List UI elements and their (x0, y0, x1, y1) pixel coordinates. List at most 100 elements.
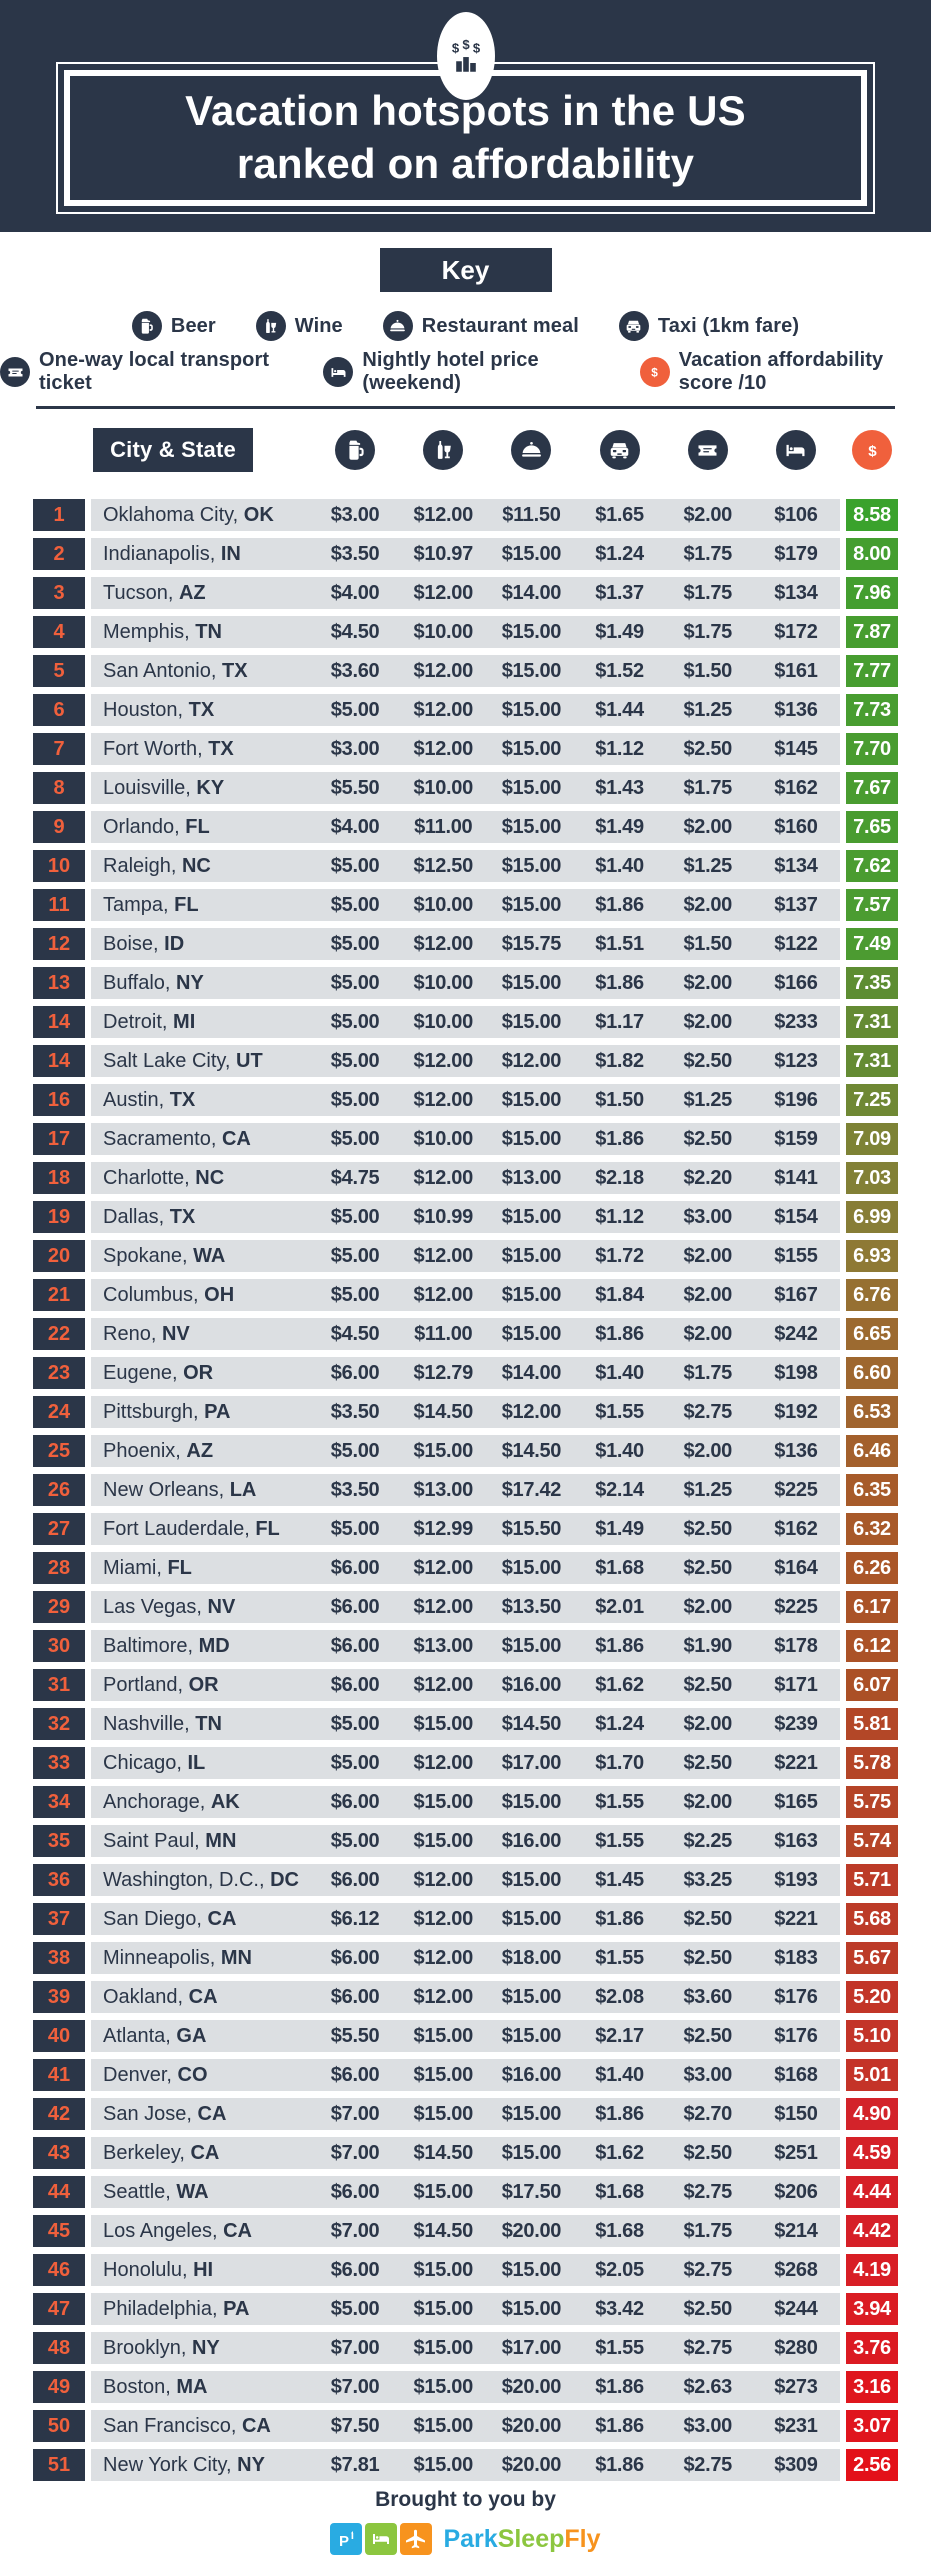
score-badge: 6.99 (846, 1201, 898, 1233)
state-abbrev: FL (174, 893, 199, 916)
table-row: 6 Houston, TX $5.00 $12.00 $15.00 $1.44 $1.25 $… (33, 694, 898, 726)
row-stripe: San Diego, CA $6.12 $12.00 $15.00 $1.86 $2.50… (91, 1903, 840, 1935)
city-label: Spokane, WA (91, 1245, 311, 1268)
taxi-icon (599, 430, 640, 470)
price-ticket: $1.25 (683, 1478, 733, 1501)
state-abbrev: ID (164, 932, 185, 955)
row-stripe: New York City, NY $7.81 $15.00 $20.00 $1.86 $… (91, 2449, 840, 2481)
table-row: 30 Baltimore, MD $6.00 $13.00 $15.00 $1.86 $1.… (33, 1630, 898, 1662)
rank-badge: 27 (33, 1513, 85, 1545)
price-wine: $12.00 (413, 737, 474, 760)
price-taxi: $1.86 (595, 893, 644, 916)
city-name: Minneapolis, (103, 1946, 216, 1969)
score-badge: 4.59 (846, 2137, 898, 2169)
rank-badge: 2 (33, 538, 85, 570)
price-hotel: $154 (774, 1205, 818, 1228)
row-stripe: Orlando, FL $4.00 $11.00 $15.00 $1.49 $2.00 $1… (91, 811, 840, 843)
row-stripe: Saint Paul, MN $5.00 $15.00 $16.00 $1.55 $2.2… (91, 1825, 840, 1857)
rank-badge: 39 (33, 1981, 85, 2013)
rank-badge: 1 (33, 499, 85, 531)
score-badge: 6.17 (846, 1591, 898, 1623)
rank-badge: 48 (33, 2332, 85, 2364)
price-beer: $7.00 (330, 2375, 380, 2398)
rank-badge: 20 (33, 1240, 85, 1272)
price-taxi: $1.86 (595, 1127, 644, 1150)
state-abbrev: GA (176, 2024, 207, 2047)
city-name: Tucson, (103, 581, 174, 604)
ticket-icon (0, 357, 30, 387)
price-hotel: $167 (774, 1283, 818, 1306)
price-taxi: $1.86 (595, 2453, 644, 2476)
legend-item: $ Vacation affordability score /10 (639, 349, 931, 395)
score-badge: 7.35 (846, 967, 898, 999)
city-name: Dallas, (103, 1205, 165, 1228)
price-hotel: $161 (774, 659, 818, 682)
table-row: 12 Boise, ID $5.00 $12.00 $15.75 $1.51 $1.50 $1… (33, 928, 898, 960)
table-row: 51 New York City, NY $7.81 $15.00 $20.00 $1.8… (33, 2449, 898, 2481)
price-hotel: $280 (774, 2336, 818, 2359)
price-ticket: $1.75 (683, 776, 733, 799)
score-badge: 5.68 (846, 1903, 898, 1935)
price-meal: $15.00 (501, 659, 562, 682)
svg-text:$: $ (652, 365, 659, 379)
city-label: Denver, CO (91, 2064, 311, 2087)
rank-badge: 12 (33, 928, 85, 960)
table-row: 21 Columbus, OH $5.00 $12.00 $15.00 $1.84 $2.0… (33, 1279, 898, 1311)
price-wine: $12.99 (413, 1517, 474, 1540)
price-taxi: $1.70 (595, 1751, 644, 1774)
price-taxi: $1.55 (595, 1400, 644, 1423)
city-label: Boston, MA (91, 2376, 311, 2399)
price-beer: $3.60 (330, 659, 380, 682)
price-meal: $15.00 (501, 1088, 562, 1111)
state-abbrev: AK (210, 1790, 240, 1813)
brand-fly: Fly (564, 2524, 601, 2553)
price-hotel: $239 (774, 1712, 818, 1735)
row-stripe: Austin, TX $5.00 $12.00 $15.00 $1.50 $1.25 $19… (91, 1084, 840, 1116)
row-stripe: Nashville, TN $5.00 $15.00 $14.50 $1.24 $2.00… (91, 1708, 840, 1740)
price-taxi: $1.62 (595, 1673, 644, 1696)
price-beer: $3.50 (330, 542, 380, 565)
state-abbrev: KY (196, 776, 225, 799)
city-name: Oakland, (103, 1985, 184, 2008)
price-hotel: $198 (774, 1361, 818, 1384)
city-label: Los Angeles, CA (91, 2220, 311, 2243)
city-name: Orlando, (103, 815, 180, 838)
price-ticket: $2.25 (683, 1829, 733, 1852)
rank-badge: 13 (33, 967, 85, 999)
row-stripe: Miami, FL $6.00 $12.00 $15.00 $1.68 $2.50 $164 (91, 1552, 840, 1584)
city-name: Raleigh, (103, 854, 177, 877)
price-beer: $5.00 (330, 1829, 380, 1852)
city-name: Indianapolis, (103, 542, 216, 565)
price-beer: $6.00 (330, 1556, 380, 1579)
city-name: Buffalo, (103, 971, 171, 994)
price-wine: $15.00 (413, 2180, 474, 2203)
price-beer: $5.50 (330, 2024, 380, 2047)
price-meal: $20.00 (501, 2414, 562, 2437)
city-name: Salt Lake City, (103, 1049, 231, 1072)
row-stripe: Buffalo, NY $5.00 $10.00 $15.00 $1.86 $2.00 $1… (91, 967, 840, 999)
price-meal: $13.00 (501, 1166, 562, 1189)
price-taxi: $1.86 (595, 2102, 644, 2125)
table-row: 11 Tampa, FL $5.00 $10.00 $15.00 $1.86 $2.00 $1… (33, 889, 898, 921)
price-meal: $15.00 (501, 2141, 562, 2164)
score-badge: 4.19 (846, 2254, 898, 2286)
score-badge: 4.42 (846, 2215, 898, 2247)
price-wine: $15.00 (413, 2414, 474, 2437)
price-wine: $11.00 (414, 1322, 473, 1345)
city-label: New York City, NY (91, 2454, 311, 2477)
price-taxi: $2.17 (595, 2024, 644, 2047)
price-taxi: $3.42 (595, 2297, 644, 2320)
rank-badge: 14 (33, 1045, 85, 1077)
price-hotel: $268 (774, 2258, 818, 2281)
price-beer: $5.00 (330, 1244, 380, 1267)
city-name: New Orleans, (103, 1478, 225, 1501)
price-hotel: $183 (774, 1946, 818, 1969)
row-stripe: Indianapolis, IN $3.50 $10.97 $15.00 $1.24 $1… (91, 538, 840, 570)
legend-label: Taxi (1km fare) (657, 314, 800, 337)
price-beer: $7.00 (330, 2102, 380, 2125)
city-name: Louisville, (103, 776, 191, 799)
price-beer: $7.50 (330, 2414, 380, 2437)
table-row: 19 Dallas, TX $5.00 $10.99 $15.00 $1.12 $3.00 $… (33, 1201, 898, 1233)
row-stripe: Phoenix, AZ $5.00 $15.00 $14.50 $1.40 $2.00 $1… (91, 1435, 840, 1467)
table-row: 16 Austin, TX $5.00 $12.00 $15.00 $1.50 $1.25 $… (33, 1084, 898, 1116)
